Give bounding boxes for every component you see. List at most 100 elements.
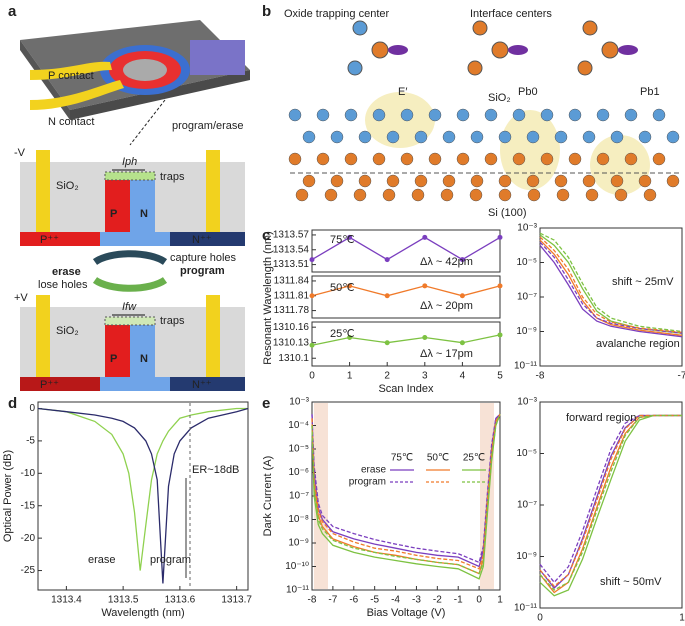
atom xyxy=(527,188,541,202)
annotation: forward region xyxy=(566,412,636,424)
legend-label: program xyxy=(349,477,386,488)
panel-label: c xyxy=(262,227,270,244)
y-tick-label: 10⁻⁹ xyxy=(516,551,537,562)
label: -V xyxy=(14,147,26,159)
inset-photo xyxy=(190,40,245,75)
orbital xyxy=(508,45,528,55)
x-tick-label: 0 xyxy=(537,613,543,624)
label: N⁺⁺ xyxy=(192,379,212,391)
atom xyxy=(358,130,372,144)
x-tick-label: 0 xyxy=(476,595,482,606)
atom xyxy=(428,108,442,122)
y-tick-label: 1313.51 xyxy=(273,259,310,270)
y-tick-label: 1311.84 xyxy=(274,276,310,287)
annotation: ER~18dB xyxy=(192,464,239,476)
y-tick-label: 10⁻⁷ xyxy=(517,292,537,303)
series-line xyxy=(539,414,682,584)
point xyxy=(459,293,465,299)
x-axis-label: Wavelength (nm) xyxy=(101,607,184,619)
x-tick-label: 1313.5 xyxy=(108,595,139,606)
series-line xyxy=(539,239,683,336)
atom xyxy=(585,188,599,202)
atom xyxy=(371,41,389,59)
label: Iph xyxy=(122,156,137,168)
contact xyxy=(30,80,124,110)
y-tick-label: -10 xyxy=(21,468,36,479)
atom xyxy=(386,130,400,144)
y-tick-label: 1313.54 xyxy=(273,244,310,255)
atom xyxy=(302,130,316,144)
point xyxy=(422,234,428,240)
atom xyxy=(456,152,470,166)
atom xyxy=(498,174,512,188)
x-tick-label: 1 xyxy=(347,371,353,382)
atom xyxy=(442,130,456,144)
point xyxy=(497,332,503,338)
label: N⁺⁺ xyxy=(192,234,212,246)
series-line xyxy=(37,407,248,571)
atom xyxy=(469,188,483,202)
n-doped xyxy=(170,232,245,246)
legend-label: 25℃ xyxy=(463,453,485,464)
series-line xyxy=(311,334,501,346)
atom xyxy=(428,152,442,166)
atom xyxy=(643,188,657,202)
arrow xyxy=(129,99,166,146)
y-tick-label: 1310.16 xyxy=(273,322,310,333)
traps xyxy=(104,171,156,181)
plot-frame xyxy=(37,401,249,591)
y-tick-label: 10⁻⁹ xyxy=(288,538,309,549)
label: Si (100) xyxy=(488,207,527,219)
highlight xyxy=(590,135,650,195)
panel-label: d xyxy=(8,395,17,412)
y-tick-label: 10⁻¹⁰ xyxy=(285,561,309,572)
atom xyxy=(372,152,386,166)
atom xyxy=(372,108,386,122)
y-axis-label: Resonant Wavelength (nm) xyxy=(262,231,274,365)
label: N contact xyxy=(48,116,94,128)
atom xyxy=(386,174,400,188)
atom xyxy=(470,130,484,144)
atom xyxy=(666,130,680,144)
p-region xyxy=(105,325,130,377)
highlight xyxy=(500,110,560,190)
series-line xyxy=(539,236,683,333)
y-tick-label: 10⁻⁵ xyxy=(516,448,537,459)
region-highlight xyxy=(314,403,328,589)
lattice-illustration xyxy=(288,20,680,202)
electrode xyxy=(36,295,50,377)
y-tick-label: 1310.13 xyxy=(273,337,310,348)
label: lose holes xyxy=(38,279,88,291)
atom xyxy=(382,188,396,202)
atom xyxy=(614,188,628,202)
annotation: Δλ ~ 42pm xyxy=(420,256,473,268)
label: P xyxy=(110,353,117,365)
y-tick-label: 10⁻¹¹ xyxy=(286,585,310,596)
ring xyxy=(123,59,167,81)
label: N xyxy=(140,353,148,365)
label: P⁺⁺ xyxy=(40,234,59,246)
series-line xyxy=(311,414,501,575)
annotation: Δλ ~ 20pm xyxy=(420,300,473,312)
series-label: 50℃ xyxy=(330,282,355,294)
y-tick-label: 10⁻³ xyxy=(517,223,537,234)
y-axis-label: Dark Current (A) xyxy=(262,456,274,537)
atom xyxy=(484,108,498,122)
electrode xyxy=(36,150,50,232)
atom xyxy=(624,152,638,166)
x-tick-label: 1313.7 xyxy=(221,595,252,606)
atom xyxy=(491,41,509,59)
atom xyxy=(316,152,330,166)
atom xyxy=(302,174,316,188)
y-tick-label: 1313.57 xyxy=(273,230,310,241)
label: P contact xyxy=(48,70,94,82)
point xyxy=(459,257,465,263)
point xyxy=(347,234,353,240)
y-tick-label: 10⁻⁹ xyxy=(516,326,537,337)
annotation: program xyxy=(150,554,191,566)
point xyxy=(384,340,390,346)
traps xyxy=(104,316,156,326)
y-tick-label: 10⁻⁵ xyxy=(516,257,537,268)
x-tick-label: -4 xyxy=(391,595,400,606)
electrode xyxy=(206,150,220,232)
